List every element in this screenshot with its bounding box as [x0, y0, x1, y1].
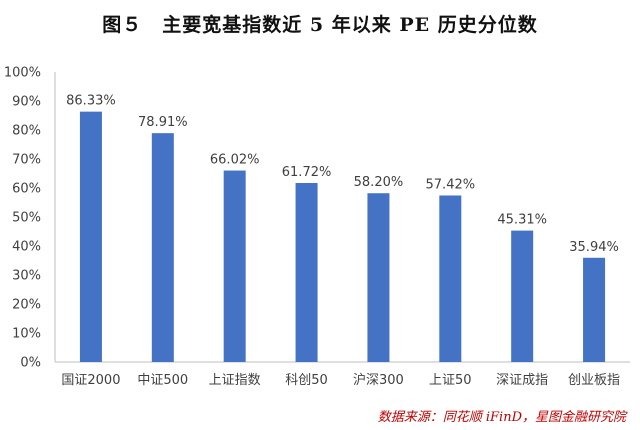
y-tick-label: 60% — [12, 182, 41, 197]
y-tick-label: 0% — [20, 356, 41, 371]
x-tick-label: 国证2000 — [61, 373, 120, 388]
figure-title: 图５ 主要宽基指数近 5 年以来 PE 历史分位数 — [102, 14, 538, 36]
bar — [151, 133, 174, 362]
y-tick-label: 70% — [12, 153, 41, 168]
x-tick-label: 创业板指 — [568, 373, 620, 388]
x-tick-label: 深证成指 — [496, 373, 548, 388]
x-tick-label: 沪深300 — [353, 372, 404, 388]
data-label: 58.20% — [354, 175, 404, 190]
x-tick-label: 科创50 — [285, 373, 328, 388]
y-tick-label: 30% — [12, 269, 41, 284]
bar — [511, 230, 534, 362]
y-tick-label: 20% — [12, 298, 41, 313]
y-tick-label: 80% — [12, 124, 41, 139]
data-label: 57.42% — [426, 177, 476, 192]
y-tick-label: 10% — [12, 327, 41, 342]
y-tick-label: 40% — [12, 240, 41, 255]
data-label: 78.91% — [138, 115, 188, 130]
data-label: 35.94% — [569, 240, 619, 255]
y-tick-label: 50% — [12, 211, 41, 226]
source-note: 数据来源：同花顺 iFinD，星图金融研究院 — [377, 410, 626, 425]
data-label: 86.33% — [66, 94, 116, 109]
x-tick-label: 上证50 — [429, 373, 472, 388]
bar — [367, 193, 390, 362]
y-tick-label: 90% — [12, 95, 41, 110]
data-label: 45.31% — [497, 213, 547, 228]
bar — [79, 111, 102, 362]
bar — [223, 170, 246, 362]
bar — [439, 195, 462, 362]
bar — [583, 257, 606, 362]
x-tick-label: 上证指数 — [209, 373, 261, 388]
y-tick-label: 100% — [4, 66, 41, 81]
data-label: 61.72% — [282, 165, 332, 180]
bar — [295, 183, 318, 362]
data-label: 66.02% — [210, 153, 260, 168]
x-tick-label: 中证500 — [137, 373, 188, 388]
